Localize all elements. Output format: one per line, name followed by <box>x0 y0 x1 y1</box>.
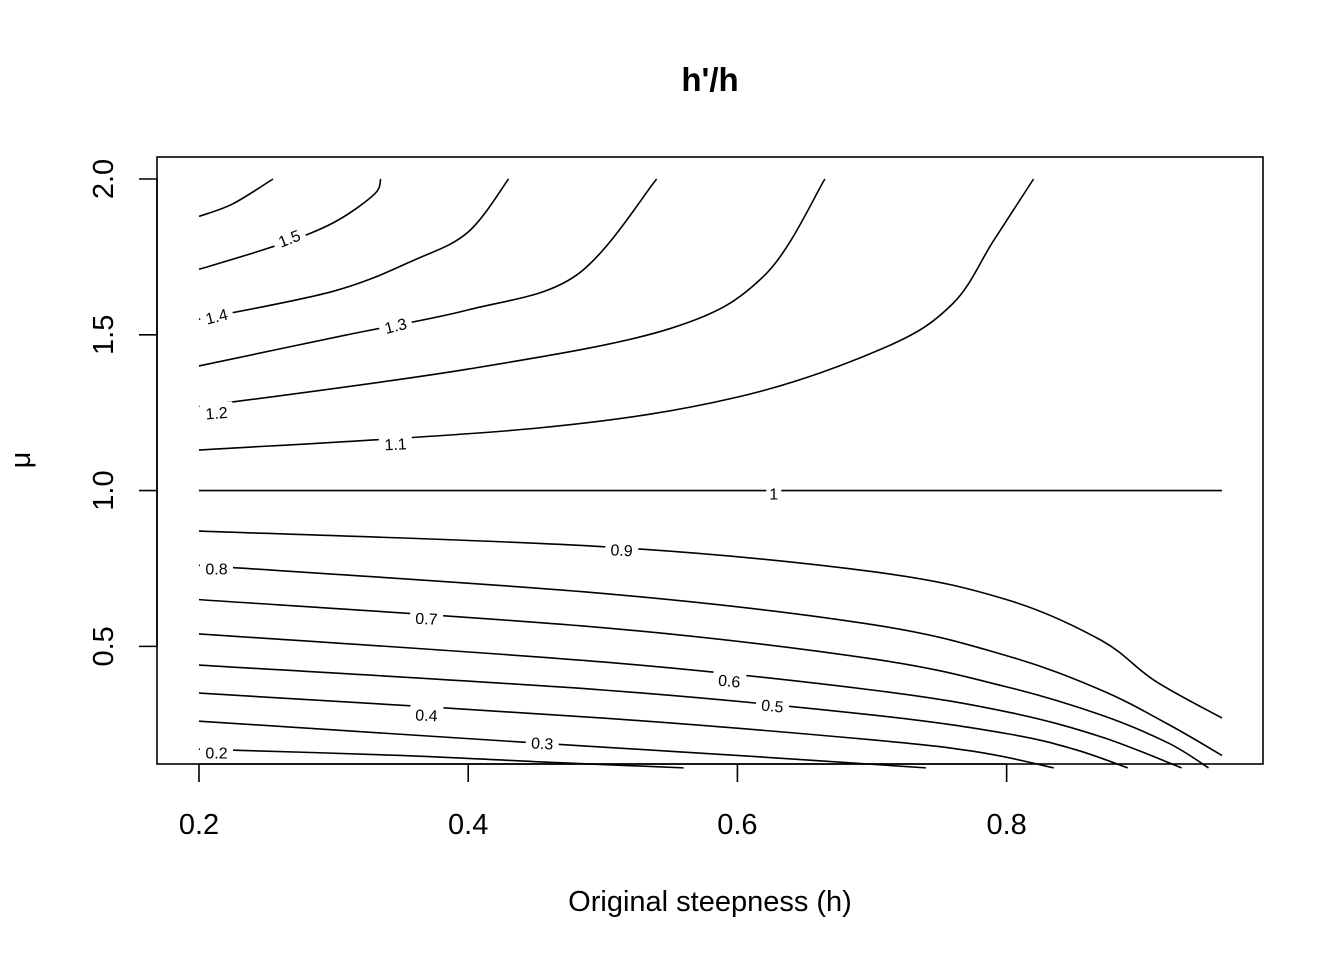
contour-label-bg <box>409 607 444 630</box>
x-tick-label: 0.8 <box>986 809 1026 841</box>
contour-line-1-6 <box>198 178 274 218</box>
contour-line-1-2 <box>198 178 826 408</box>
contour-label-text: 1.3 <box>383 316 409 338</box>
contour-label-bg <box>199 401 234 424</box>
contour-label: 0.5 <box>754 693 790 718</box>
contour-line-0-8 <box>198 564 1223 757</box>
contour-label-text: 1.2 <box>205 405 228 424</box>
y-tick-label: 1.0 <box>88 470 120 510</box>
contour-label-bg <box>378 432 413 455</box>
contour-label-text: 1 <box>769 487 778 504</box>
contour-label-bg <box>754 693 790 718</box>
contour-line-0-6 <box>198 633 1182 769</box>
contour-label: 0.6 <box>712 669 747 693</box>
y-axis: 0.5 1.0 1.5 2.0 <box>88 159 158 667</box>
y-tick-label: 2.0 <box>88 159 120 199</box>
contour-label-bg <box>712 669 747 693</box>
contour-line-0-7 <box>198 598 1209 769</box>
contour-label: 0.2 <box>199 742 233 763</box>
contour-label-text: 0.8 <box>205 561 227 578</box>
x-tick-label: 0.2 <box>179 809 219 841</box>
contour-label-bg <box>199 742 233 763</box>
contour-label-text: 0.2 <box>205 745 227 762</box>
contour-label: 1.5 <box>270 222 309 254</box>
contour-label-bg <box>198 302 235 330</box>
contour-label-text: 0.9 <box>610 542 633 560</box>
contour-label-bg <box>604 538 639 561</box>
contour-label: 1.4 <box>198 302 235 330</box>
contour-label-bg <box>766 483 782 504</box>
contour-label-text: 1.1 <box>384 436 407 454</box>
contour-label-bg <box>270 222 309 254</box>
contour-line-1-1 <box>198 178 1035 451</box>
x-axis-label: Original steepness (h) <box>568 886 852 918</box>
x-tick-label: 0.4 <box>448 809 488 841</box>
contour-label: 0.4 <box>409 704 444 726</box>
contour-label: 1.1 <box>378 432 413 455</box>
contour-line-0-4 <box>198 692 1054 769</box>
contour-label-text: 0.7 <box>415 611 438 629</box>
x-axis: 0.2 0.4 0.6 0.8 <box>179 763 1027 841</box>
contour-label-bg <box>409 704 444 726</box>
contour-label-bg <box>377 311 414 340</box>
contour-line-1-5 <box>198 178 382 271</box>
contour-label-bg <box>525 732 560 754</box>
contour-label: 1.3 <box>377 311 414 340</box>
contour-label: 1.2 <box>199 401 234 424</box>
contour-line-0-3 <box>198 720 926 769</box>
contour-line-0-2 <box>198 748 684 769</box>
contour-label-text: 1.5 <box>276 228 303 252</box>
contour-labels: 1.5 1.4 1.3 1.2 1.1 1 0.9 0.8 0.7 0.6 0.5 0.4 0.3 0.2 <box>198 222 790 763</box>
contour-label-text: 0.5 <box>760 697 784 716</box>
contour-label: 1 <box>766 483 782 504</box>
contour-label: 0.9 <box>604 538 639 561</box>
contour-label: 0.3 <box>525 732 560 754</box>
contour-label: 0.8 <box>199 558 233 579</box>
contour-label-text: 0.6 <box>717 673 741 692</box>
contour-lines <box>198 178 1223 769</box>
y-tick-label: 1.5 <box>88 315 120 355</box>
contour-label-bg <box>199 558 233 579</box>
contour-label-text: 0.4 <box>415 707 438 725</box>
contour-line-1-4 <box>198 178 510 320</box>
contour-label: 0.7 <box>409 607 444 630</box>
contour-line-0-5 <box>198 664 1129 769</box>
y-tick-label: 0.5 <box>88 626 120 666</box>
y-axis-label: μ <box>5 452 37 469</box>
contour-label-text: 1.4 <box>204 307 230 329</box>
x-tick-label: 0.6 <box>717 809 757 841</box>
contour-line-0-9 <box>198 530 1223 719</box>
contour-line-1-3 <box>198 178 658 367</box>
contour-label-text: 0.3 <box>531 735 554 753</box>
chart-title: h'/h <box>681 61 738 98</box>
